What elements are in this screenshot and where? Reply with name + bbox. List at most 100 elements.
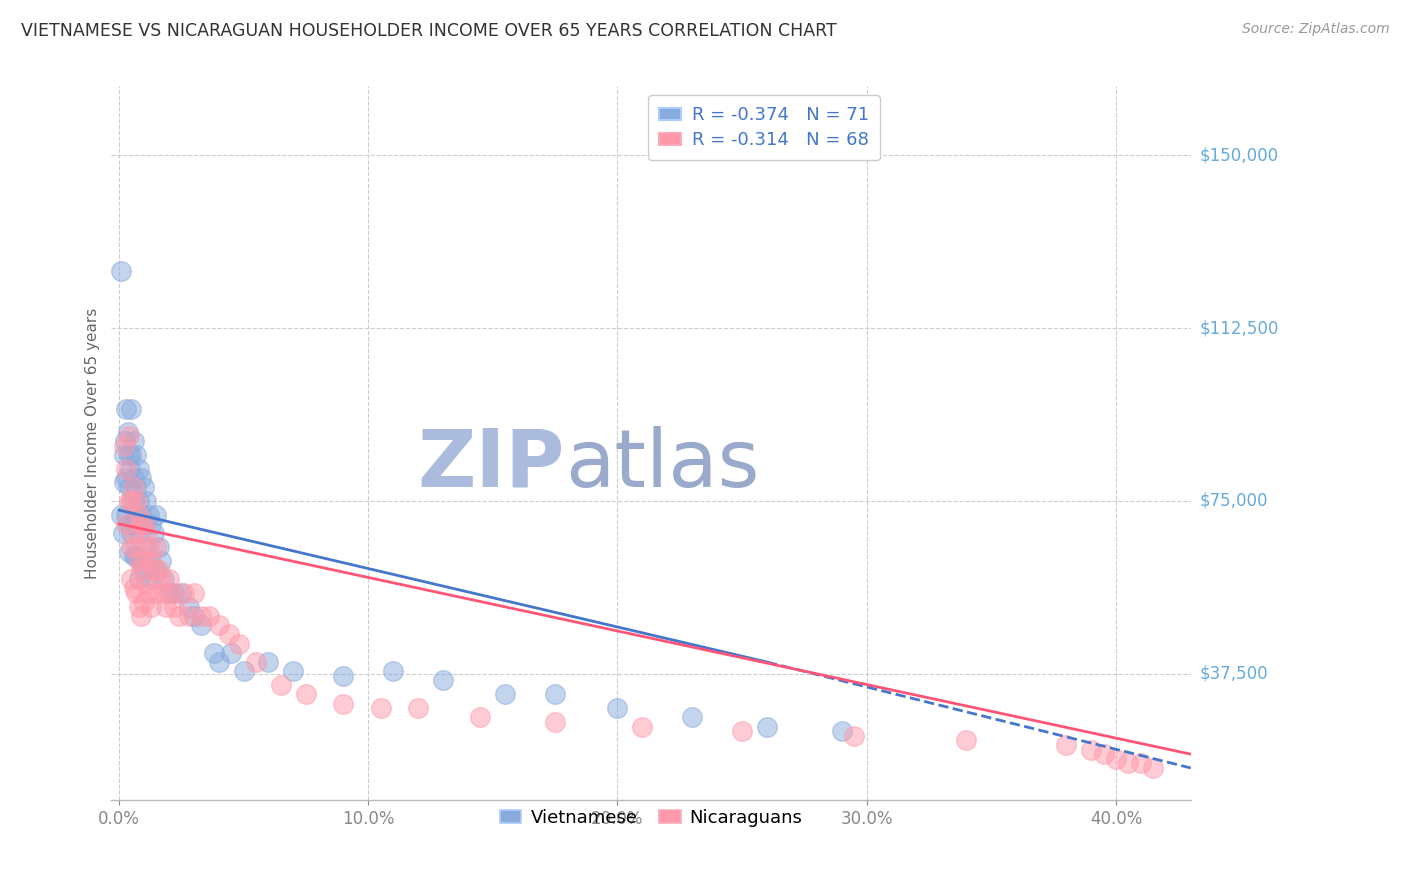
Point — [332, 697, 354, 711]
Point — [132, 554, 155, 568]
Point — [110, 263, 132, 277]
Text: VIETNAMESE VS NICARAGUAN HOUSEHOLDER INCOME OVER 65 YEARS CORRELATION CHART: VIETNAMESE VS NICARAGUAN HOUSEHOLDER INC… — [21, 22, 837, 40]
Y-axis label: Householder Income Over 65 years: Householder Income Over 65 years — [86, 308, 100, 579]
Point — [152, 586, 174, 600]
Point — [131, 609, 153, 624]
Point — [118, 429, 141, 443]
Point — [135, 540, 157, 554]
Point — [120, 401, 142, 416]
Point — [122, 526, 145, 541]
Point — [122, 471, 145, 485]
Point — [125, 586, 148, 600]
Point — [245, 655, 267, 669]
Point — [283, 665, 305, 679]
Point — [131, 508, 153, 522]
Point — [118, 448, 141, 462]
Point — [117, 425, 139, 439]
Point — [141, 554, 163, 568]
Point — [157, 586, 180, 600]
Point — [125, 493, 148, 508]
Point — [494, 687, 516, 701]
Point — [544, 687, 567, 701]
Point — [138, 554, 160, 568]
Text: $112,500: $112,500 — [1199, 319, 1278, 337]
Point — [232, 665, 254, 679]
Point — [219, 646, 242, 660]
Point — [152, 572, 174, 586]
Point — [1105, 752, 1128, 766]
Point — [150, 572, 173, 586]
Point — [228, 637, 250, 651]
Point — [145, 563, 167, 577]
Point — [120, 448, 142, 462]
Point — [120, 461, 142, 475]
Text: atlas: atlas — [565, 425, 759, 504]
Point — [118, 544, 141, 558]
Point — [128, 526, 150, 541]
Point — [1092, 747, 1115, 761]
Point — [115, 516, 138, 531]
Point — [128, 508, 150, 522]
Point — [295, 687, 318, 701]
Point — [163, 599, 186, 614]
Point — [167, 609, 190, 624]
Point — [177, 599, 200, 614]
Point — [1129, 756, 1152, 771]
Point — [120, 526, 142, 541]
Point — [1054, 738, 1077, 752]
Point — [132, 563, 155, 577]
Point — [955, 733, 977, 747]
Point — [112, 448, 135, 462]
Point — [145, 540, 167, 554]
Point — [118, 480, 141, 494]
Point — [128, 572, 150, 586]
Point — [470, 710, 492, 724]
Point — [1118, 756, 1140, 771]
Point — [141, 516, 163, 531]
Point — [141, 599, 163, 614]
Point — [138, 508, 160, 522]
Point — [132, 595, 155, 609]
Point — [197, 609, 219, 624]
Text: Source: ZipAtlas.com: Source: ZipAtlas.com — [1241, 22, 1389, 37]
Point — [731, 724, 754, 739]
Point — [142, 563, 165, 577]
Point — [131, 516, 153, 531]
Point — [177, 609, 200, 624]
Point — [163, 586, 186, 600]
Point — [831, 724, 853, 739]
Point — [148, 540, 170, 554]
Point — [142, 526, 165, 541]
Point — [183, 609, 205, 624]
Point — [606, 701, 628, 715]
Point — [170, 586, 193, 600]
Point — [128, 461, 150, 475]
Point — [148, 563, 170, 577]
Point — [112, 475, 135, 490]
Point — [150, 554, 173, 568]
Point — [125, 540, 148, 554]
Text: ZIP: ZIP — [418, 425, 565, 504]
Text: $150,000: $150,000 — [1199, 146, 1278, 164]
Point — [257, 655, 280, 669]
Point — [122, 516, 145, 531]
Point — [681, 710, 703, 724]
Point — [118, 516, 141, 531]
Point — [135, 576, 157, 591]
Point — [115, 401, 138, 416]
Point — [145, 508, 167, 522]
Point — [138, 586, 160, 600]
Point — [128, 554, 150, 568]
Point — [120, 493, 142, 508]
Point — [114, 434, 136, 448]
Point — [202, 646, 225, 660]
Point — [382, 665, 405, 679]
Point — [122, 480, 145, 494]
Point — [131, 471, 153, 485]
Point — [631, 719, 654, 733]
Point — [207, 655, 229, 669]
Point — [160, 586, 183, 600]
Point — [118, 493, 141, 508]
Point — [128, 599, 150, 614]
Point — [110, 508, 132, 522]
